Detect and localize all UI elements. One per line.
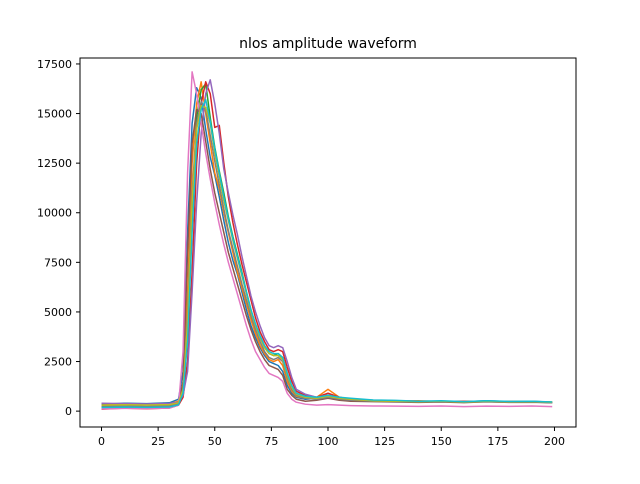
y-tick-label: 12500 [37, 157, 72, 170]
x-tick-label: 175 [487, 435, 508, 448]
x-tick-label: 200 [544, 435, 565, 448]
axis-layer: 0 25 50 75 100 125 150 175 200 0 2500 5000 7500 10000… [37, 58, 565, 448]
series-layer [101, 71, 553, 410]
x-tick-label: 50 [208, 435, 222, 448]
series-line-9 [101, 104, 553, 406]
series-line-10 [101, 98, 553, 409]
x-tick-label: 75 [264, 435, 278, 448]
y-tick-label: 15000 [37, 108, 72, 121]
y-tick-label: 10000 [37, 207, 72, 220]
x-tick-label: 150 [431, 435, 452, 448]
x-tick-label: 100 [318, 435, 339, 448]
series-line-7 [101, 71, 553, 410]
y-tick-label: 5000 [44, 306, 72, 319]
chart-title: nlos amplitude waveform [239, 36, 417, 52]
y-tick-label: 2500 [44, 356, 72, 369]
x-tick-label: 125 [374, 435, 395, 448]
y-tick-label: 17500 [37, 58, 72, 71]
y-tick-label: 0 [65, 405, 72, 418]
x-tick-label: 25 [151, 435, 165, 448]
plot-frame [79, 57, 577, 428]
y-tick-label: 7500 [44, 256, 72, 269]
x-tick-label: 0 [98, 435, 105, 448]
